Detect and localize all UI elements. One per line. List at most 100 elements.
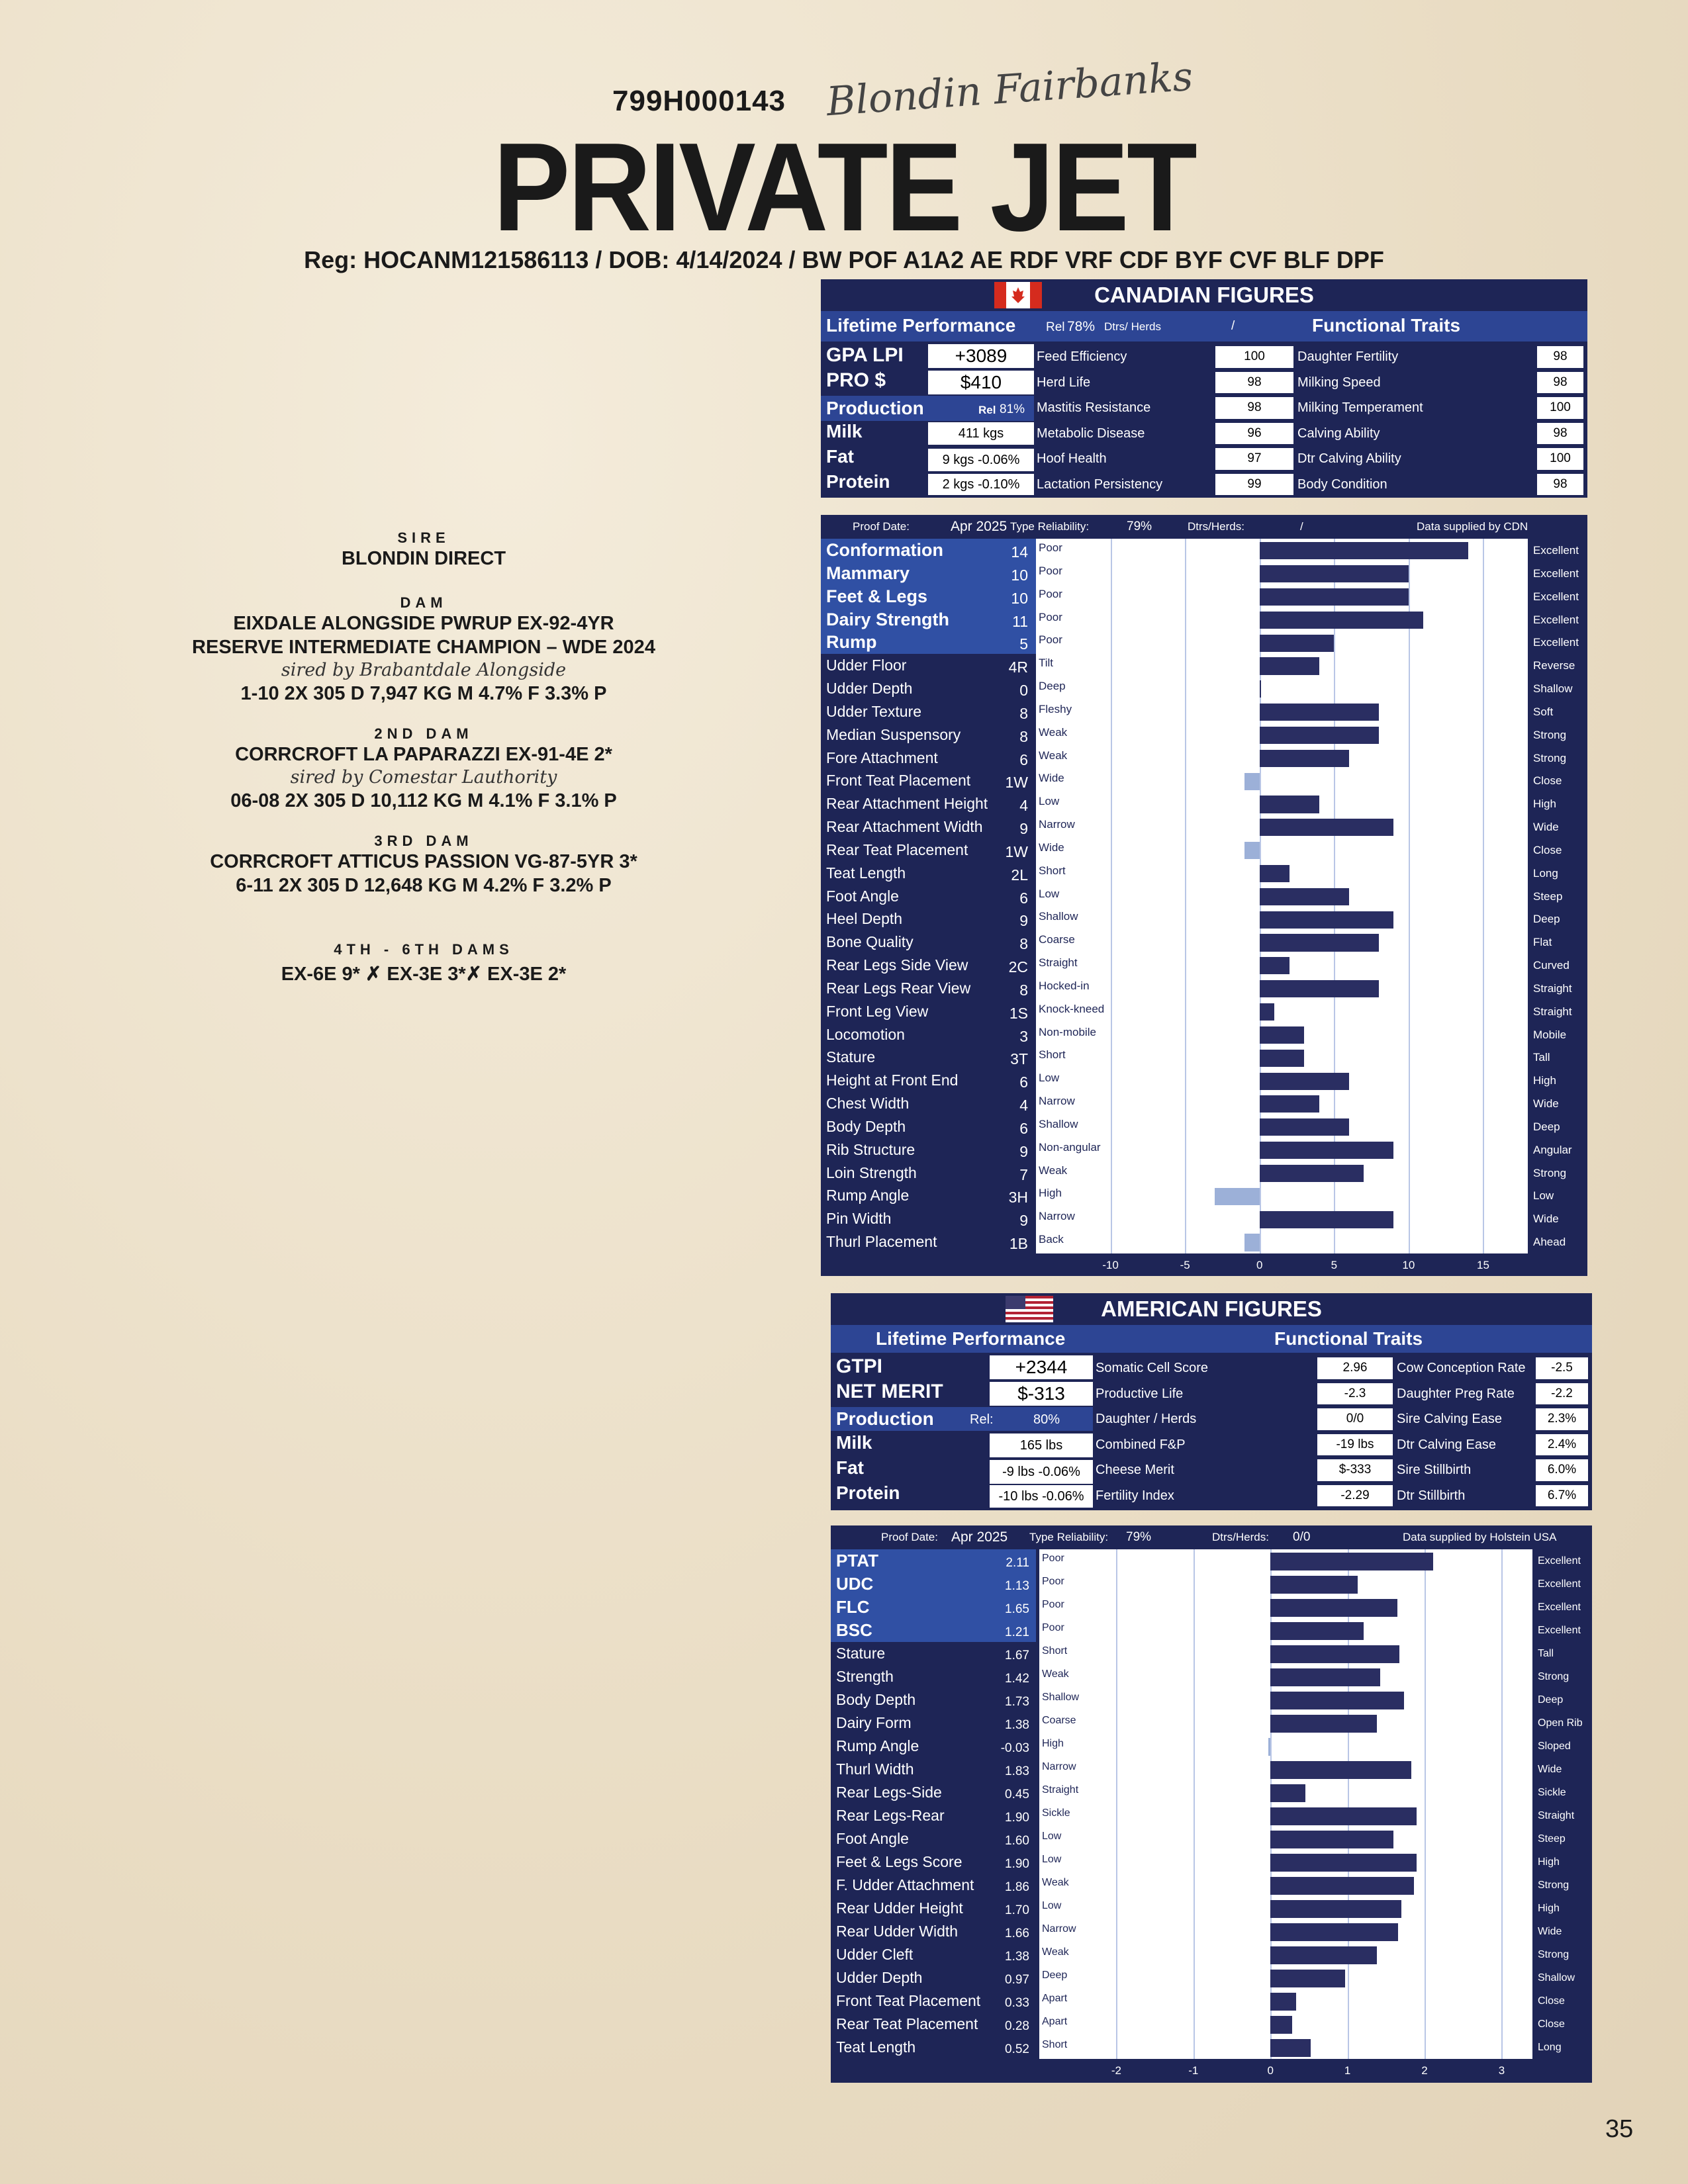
trait-name: Rear Udder Width (836, 1923, 959, 1940)
functional-trait-value: 96 (1215, 422, 1293, 444)
trait-name: Teat Length (836, 2038, 916, 2056)
trait-name: BSC (836, 1620, 872, 1640)
functional-trait-value: 100 (1537, 448, 1583, 470)
trait-bar (1259, 1003, 1275, 1021)
trait-value: 1S (1009, 1004, 1028, 1022)
trait-value: 5 (1019, 635, 1028, 653)
functional-traits-label: Functional Traits (1274, 1328, 1423, 1349)
functional-trait-value: 98 (1537, 371, 1583, 393)
trait-high-label: Sloped (1538, 1741, 1571, 1752)
trait-name: Rump (826, 632, 877, 653)
trait-high-label: Reverse (1533, 659, 1575, 672)
major-trait-band (821, 608, 1036, 631)
trait-name: Foot Angle (826, 887, 899, 905)
pro-dollar-label: PRO $ (826, 369, 886, 391)
trait-name: Foot Angle (836, 1830, 909, 1847)
trait-high-label: Long (1533, 866, 1558, 880)
axis-tick-label: 3 (1498, 2064, 1505, 2077)
trait-low-label: Deep (1039, 680, 1066, 693)
major-trait-band (821, 561, 1036, 585)
trait-name: Rib Structure (826, 1140, 915, 1158)
sire-name: BLONDIN DIRECT (341, 548, 506, 569)
trait-value: 1.86 (1005, 1880, 1029, 1894)
trait-value: 11 (1012, 612, 1028, 630)
trait-name: Rear Teat Placement (836, 2015, 978, 2032)
trait-bar (1268, 1738, 1271, 1756)
trait-low-label: Straight (1039, 956, 1078, 970)
trait-name: Mammary (826, 563, 910, 583)
trait-bar (1244, 842, 1260, 860)
functional-trait-label: Milking Speed (1297, 375, 1381, 390)
functional-trait-label: Lactation Persistency (1037, 477, 1163, 492)
trait-high-label: Long (1538, 2042, 1562, 2053)
data-source: Data supplied by CDN (1417, 520, 1528, 533)
milk-value: 411 kgs (928, 422, 1034, 445)
functional-trait-label: Sire Stillbirth (1397, 1463, 1472, 1477)
trait-bar (1259, 1072, 1349, 1090)
trait-bar (1259, 704, 1379, 721)
trait-bar (1270, 1784, 1305, 1802)
trait-low-label: Non-mobile (1039, 1025, 1096, 1038)
trait-low-label: Weak (1039, 725, 1068, 739)
trait-high-label: Excellent (1538, 1602, 1581, 1613)
trait-value: 10 (1011, 589, 1028, 607)
trait-value: 0.28 (1005, 2019, 1029, 2033)
trait-high-label: Close (1538, 2019, 1565, 2030)
trait-high-label: Open Rib (1538, 1717, 1583, 1729)
functional-trait-value: 2.96 (1317, 1357, 1393, 1379)
trait-bar (1259, 611, 1424, 629)
trait-value: 1.42 (1005, 1672, 1029, 1686)
gridline (1110, 539, 1112, 1253)
functional-trait-value: -2.5 (1536, 1357, 1588, 1379)
functional-trait-label: Milking Temperament (1297, 400, 1423, 415)
protein-label: Protein (836, 1482, 900, 1503)
functional-trait-label: Daughter Preg Rate (1397, 1386, 1515, 1401)
functional-trait-label: Calving Ability (1297, 426, 1380, 441)
dam2-label: 2ND DAM (374, 725, 473, 742)
functional-trait-label: Daughter / Herds (1096, 1412, 1197, 1426)
functional-trait-value: 97 (1215, 448, 1293, 470)
functional-trait-value: 98 (1537, 473, 1583, 495)
trait-high-label: Steep (1533, 889, 1563, 903)
production-bar: Production Rel 81% (821, 396, 1034, 421)
gpa-lpi-label: GPA LPI (826, 344, 904, 366)
dtrs-herds-label: Dtrs/Herds: (1188, 520, 1244, 533)
trait-name: Median Suspensory (826, 725, 961, 743)
trait-high-label: Shallow (1533, 682, 1573, 696)
pedigree: SIRE BLONDIN DIRECT DAM EIXDALE ALONGSID… (132, 523, 715, 986)
trait-high-label: Excellent (1533, 613, 1579, 626)
trait-low-label: Deep (1042, 1970, 1068, 1981)
american-trait-rows: PTAT 2.11 Poor Excellent UDC 1.13 Poor Excellen… (831, 1549, 1592, 2059)
trait-low-label: Shallow (1039, 910, 1078, 923)
dam-award: RESERVE INTERMEDIATE CHAMPION – WDE 2024 (192, 637, 655, 658)
trait-bar (1259, 1095, 1319, 1113)
trait-low-label: Coarse (1042, 1715, 1076, 1726)
trait-bar (1270, 2016, 1292, 2034)
trait-name: Height at Front End (826, 1071, 959, 1089)
functional-trait-label: Feed Efficiency (1037, 349, 1127, 364)
trait-high-label: Ahead (1533, 1236, 1566, 1249)
dam3-name: CORRCROFT ATTICUS PASSION VG-87-5YR 3* (210, 851, 637, 872)
trait-low-label: Shallow (1039, 1117, 1078, 1130)
dtrs-herds-separator: / (1231, 319, 1235, 333)
milk-label: Milk (836, 1432, 872, 1453)
trait-low-label: Sickle (1042, 1807, 1070, 1819)
trait-bar (1259, 542, 1468, 560)
trait-low-label: Low (1042, 1831, 1062, 1842)
functional-trait-value: 100 (1537, 397, 1583, 419)
trait-low-label: Straight (1042, 1784, 1079, 1796)
american-title-bar: AMERICAN FIGURES (831, 1293, 1592, 1325)
trait-value: 9 (1019, 1142, 1028, 1160)
trait-high-label: Excellent (1533, 590, 1579, 603)
fat-label: Fat (826, 446, 854, 467)
major-trait-band (821, 631, 1036, 655)
trait-bar (1259, 819, 1394, 837)
trait-name: Front Teat Placement (836, 1992, 981, 2009)
trait-value: 6 (1019, 889, 1028, 907)
bull-id: 799H000143 (612, 85, 786, 117)
axis-tick-label: -1 (1188, 2064, 1199, 2077)
production-rel-label: Rel (978, 404, 996, 416)
protein-label: Protein (826, 471, 890, 492)
american-subheader: Lifetime Performance Functional Traits (831, 1325, 1592, 1353)
functional-trait-label: Mastitis Resistance (1037, 400, 1151, 415)
